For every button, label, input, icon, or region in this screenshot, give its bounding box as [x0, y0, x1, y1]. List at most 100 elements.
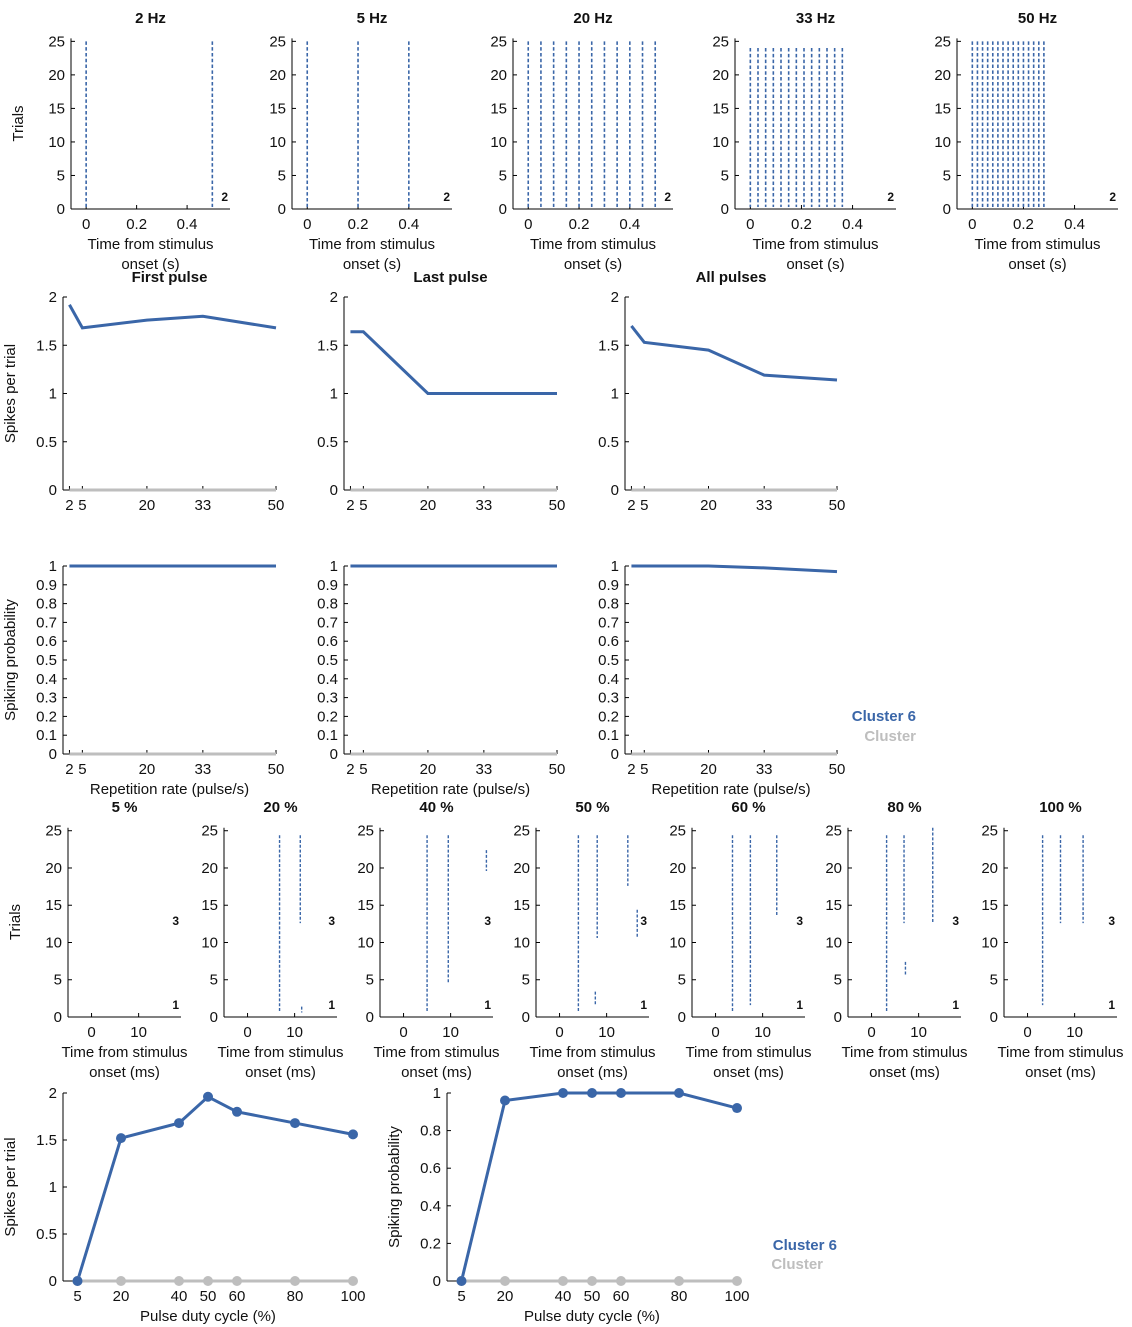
- y-tick-label: 0.4: [36, 671, 57, 688]
- y-tick-label: 15: [934, 100, 951, 117]
- x-tick-label: 0: [711, 1024, 719, 1041]
- raster-rate-20hz-panel: 20 Hz 0 5 10 15 20 25 0 0.2 0.4 Time from stimulus…: [490, 10, 673, 273]
- corner-label: 1: [640, 998, 647, 1012]
- x-tick-label: 33: [476, 497, 493, 514]
- y-tick-label: 1: [49, 558, 57, 575]
- x-tick-label: 50: [268, 761, 285, 778]
- y-tick-label: 0.6: [598, 633, 619, 650]
- panel-title: 2 Hz: [135, 10, 166, 27]
- y-tick-label: 0: [210, 1009, 218, 1026]
- raster-rate-5hz-panel: 5 Hz 0 5 10 15 20 25 0 0.2 0.4 Time from stimulus o…: [269, 10, 452, 273]
- y-tick-label: 20: [712, 67, 729, 84]
- x-tick-label: 10: [598, 1024, 615, 1041]
- x-axis-label: Repetition rate (pulse/s): [371, 781, 530, 798]
- panel-title: 100 %: [1039, 799, 1082, 816]
- x-axis-label: Repetition rate (pulse/s): [90, 781, 249, 798]
- x-axis-label: Pulse duty cycle (%): [524, 1308, 660, 1325]
- data-point-cluster: [232, 1276, 242, 1286]
- corner-label: 1: [1108, 998, 1115, 1012]
- corner-label: 3: [484, 914, 491, 928]
- corner-label: 1: [172, 998, 179, 1012]
- panel-title: 50 Hz: [1018, 10, 1057, 27]
- y-tick-label: 2: [49, 1085, 57, 1102]
- y-tick-label: 25: [669, 823, 686, 840]
- y-tick-label: 5: [522, 972, 530, 989]
- x-tick-label: 5: [359, 497, 367, 514]
- y-tick-label: 20: [201, 860, 218, 877]
- x-tick-label: 10: [1066, 1024, 1083, 1041]
- x-tick-label: 50: [549, 761, 566, 778]
- x-axis-label: Time from stimulus: [752, 236, 878, 253]
- x-tick-label: 33: [756, 497, 773, 514]
- x-axis-label: onset (s): [1008, 256, 1066, 273]
- y-tick-label: 1: [49, 1179, 57, 1196]
- panel-title: 50 %: [575, 799, 609, 816]
- y-tick-label: 2: [330, 289, 338, 306]
- y-tick-label: 5: [499, 167, 507, 184]
- series-line-cluster-6: [460, 1091, 738, 1282]
- y-tick-label: 0.5: [317, 652, 338, 669]
- corner-label: 2: [664, 190, 671, 204]
- x-tick-label: 10: [442, 1024, 459, 1041]
- legend-rates: Cluster 6 Cluster: [852, 708, 916, 745]
- x-tick-label: 20: [139, 761, 156, 778]
- y-tick-label: 10: [669, 934, 686, 951]
- y-tick-label: 10: [825, 934, 842, 951]
- x-axis-label: Time from stimulus: [217, 1044, 343, 1061]
- data-point-cluster: [290, 1276, 300, 1286]
- y-tick-label: 15: [669, 897, 686, 914]
- y-tick-label: 1.5: [36, 337, 57, 354]
- y-tick-label: 0: [990, 1009, 998, 1026]
- y-tick-label: 25: [981, 823, 998, 840]
- y-tick-label: 0.3: [317, 690, 338, 707]
- y-tick-label: 5: [54, 972, 62, 989]
- x-tick-label: 50: [584, 1288, 601, 1305]
- y-tick-label: 0: [49, 482, 57, 499]
- y-tick-label: 25: [712, 33, 729, 50]
- y-tick-label: 0.9: [598, 577, 619, 594]
- y-tick-label: 10: [934, 134, 951, 151]
- corner-label: 3: [1108, 914, 1115, 928]
- x-tick-label: 100: [724, 1288, 749, 1305]
- panel-title: 20 %: [263, 799, 297, 816]
- y-tick-label: 0.4: [317, 671, 338, 688]
- x-axis-label: onset (ms): [713, 1064, 784, 1081]
- corner-label: 1: [952, 998, 959, 1012]
- y-tick-label: 20: [269, 67, 286, 84]
- x-tick-label: 2: [65, 497, 73, 514]
- panel-title: 80 %: [887, 799, 921, 816]
- legend-entry-cluster-6: Cluster 6: [852, 708, 916, 725]
- y-tick-label: 2: [49, 289, 57, 306]
- x-axis-label: Time from stimulus: [373, 1044, 499, 1061]
- corner-label: 3: [328, 914, 335, 928]
- y-tick-label: 0.6: [420, 1160, 441, 1177]
- x-tick-label: 20: [700, 497, 717, 514]
- y-tick-label: 0.2: [317, 708, 338, 725]
- y-tick-label: 15: [712, 100, 729, 117]
- x-axis-label: onset (s): [564, 256, 622, 273]
- panel-title: 5 Hz: [357, 10, 388, 27]
- x-tick-label: 10: [754, 1024, 771, 1041]
- corner-label: 3: [796, 914, 803, 928]
- y-tick-label: 5: [990, 972, 998, 989]
- y-tick-label: 15: [201, 897, 218, 914]
- x-tick-label: 40: [555, 1288, 572, 1305]
- y-tick-label: 25: [48, 33, 65, 50]
- x-axis-label: Time from stimulus: [997, 1044, 1123, 1061]
- x-tick-label: 0.4: [842, 216, 863, 233]
- y-tick-label: 20: [669, 860, 686, 877]
- x-tick-label: 100: [340, 1288, 365, 1305]
- y-tick-label: 0.3: [598, 690, 619, 707]
- panel-title: 33 Hz: [796, 10, 835, 27]
- y-tick-label: 25: [269, 33, 286, 50]
- y-tick-label: 0: [49, 746, 57, 763]
- duty-prob-panel: 0 0.2 0.4 0.6 0.8 1 5 20 40 50 60 80 100 Pulse duty c…: [386, 1085, 750, 1325]
- x-tick-label: 0: [555, 1024, 563, 1041]
- y-tick-label: 25: [490, 33, 507, 50]
- y-tick-label: 5: [210, 972, 218, 989]
- y-tick-label: 0.2: [420, 1235, 441, 1252]
- prob-all-pulses-panel: 0 0.1 0.20.3 0.4 0.5 0.6 0.70.8 0.9 1 2 5 20 33 50 Rep…: [598, 558, 845, 798]
- x-tick-label: 50: [829, 497, 846, 514]
- data-point-cluster-6: [558, 1088, 568, 1098]
- raster-rate-50hz-panel: 50 Hz 0 5 10 15 20 25 0 0.2 0.4 Time from stimulus…: [934, 10, 1118, 273]
